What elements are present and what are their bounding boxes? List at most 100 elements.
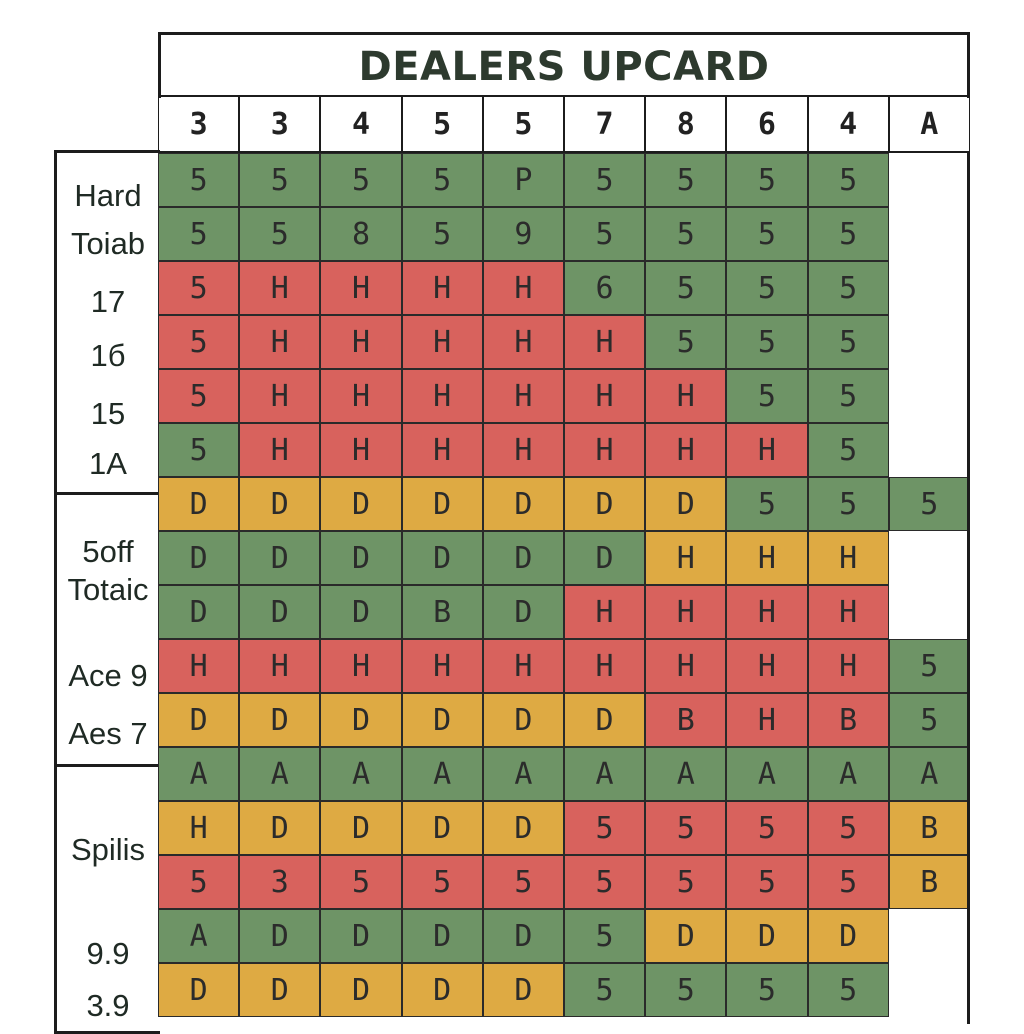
strategy-cell: H [320,261,402,315]
strategy-cell: A [158,747,240,801]
strategy-cell: 5 [563,801,646,855]
strategy-cell: A [807,747,889,801]
row-label-9-9: 9.9 [86,936,130,971]
strategy-cell: A [482,747,564,801]
strategy-cell: H [645,585,727,639]
strategy-cell: H [726,423,808,477]
strategy-cell: H [645,639,727,693]
strategy-cell: D [401,801,483,855]
strategy-cell: A [888,747,970,801]
strategy-cell: D [726,909,808,963]
strategy-cell: D [482,693,564,747]
strategy-cell: H [563,315,646,369]
strategy-cell: H [726,585,808,639]
grid-right-border [967,153,970,1024]
strategy-cell: D [320,909,402,963]
strategy-cell: 5 [320,855,402,909]
strategy-cell: 5 [807,153,889,207]
strategy-cell: H [726,693,808,747]
strategy-cell: D [563,477,646,531]
strategy-cell: 5 [807,477,889,531]
strategy-cell [888,369,970,423]
strategy-cell: A [158,909,240,963]
strategy-cell: A [401,747,483,801]
strategy-cell: D [645,909,727,963]
strategy-cell [888,909,970,963]
strategy-cell: 5 [807,261,889,315]
strategy-cell: H [645,423,727,477]
chart-title-box: DEALERS UPCARD [158,32,970,98]
strategy-cell: D [645,477,727,531]
strategy-cell [888,315,970,369]
strategy-cell: 5 [726,801,808,855]
strategy-cell: A [320,747,402,801]
strategy-cell: 5 [645,801,727,855]
strategy-cell: 5 [726,153,808,207]
strategy-cell: D [320,963,402,1017]
strategy-cell [888,423,970,477]
strategy-cell: 8 [320,207,402,261]
strategy-cell: D [482,531,564,585]
strategy-cell: 5 [158,261,240,315]
strategy-cell: B [645,693,727,747]
strategy-cell: A [239,747,321,801]
strategy-cell [888,261,970,315]
strategy-cell: D [320,585,402,639]
strategy-cell: H [239,423,321,477]
row-label-17: 17 [90,284,126,319]
strategy-cell: 5 [807,207,889,261]
strategy-cell: H [726,531,808,585]
strategy-cell: 5 [726,369,808,423]
strategy-cell: H [158,801,240,855]
strategy-cell: 5 [888,693,970,747]
strategy-cell: 5 [645,207,727,261]
strategy-cell [888,153,970,207]
strategy-cell: 5 [563,963,646,1017]
strategy-cell: H [320,639,402,693]
strategy-cell: 5 [563,855,646,909]
strategy-cell: B [888,855,970,909]
strategy-cell: D [563,693,646,747]
strategy-cell: B [888,801,970,855]
strategy-cell: H [482,639,564,693]
strategy-cell: H [239,639,321,693]
strategy-cell: D [320,531,402,585]
strategy-cell: H [645,369,727,423]
strategy-cell: D [482,963,564,1017]
strategy-cell: D [320,693,402,747]
strategy-cell: H [807,639,889,693]
strategy-cell: H [401,639,483,693]
strategy-cell: H [401,315,483,369]
strategy-cell: 5 [239,153,321,207]
strategy-cell [888,531,970,585]
strategy-cell: 5 [726,261,808,315]
strategy-cell: D [158,531,240,585]
strategy-cell: D [401,693,483,747]
strategy-cell: D [482,801,564,855]
strategy-cell: H [401,261,483,315]
strategy-cell: 5 [645,855,727,909]
strategy-cell: D [158,477,240,531]
strategy-cell: D [401,909,483,963]
strategy-cell: D [239,531,321,585]
strategy-cell: D [239,963,321,1017]
strategy-cell: P [482,153,564,207]
strategy-cell: 5 [726,207,808,261]
row-label-ace9: Ace 9 [68,658,148,693]
strategy-cell: H [645,531,727,585]
strategy-cell: H [239,261,321,315]
strategy-cell: H [482,315,564,369]
chart-title: DEALERS UPCARD [358,43,770,90]
strategy-cell: 5 [645,153,727,207]
strategy-cell: D [482,585,564,639]
strategy-cell: 5 [807,369,889,423]
